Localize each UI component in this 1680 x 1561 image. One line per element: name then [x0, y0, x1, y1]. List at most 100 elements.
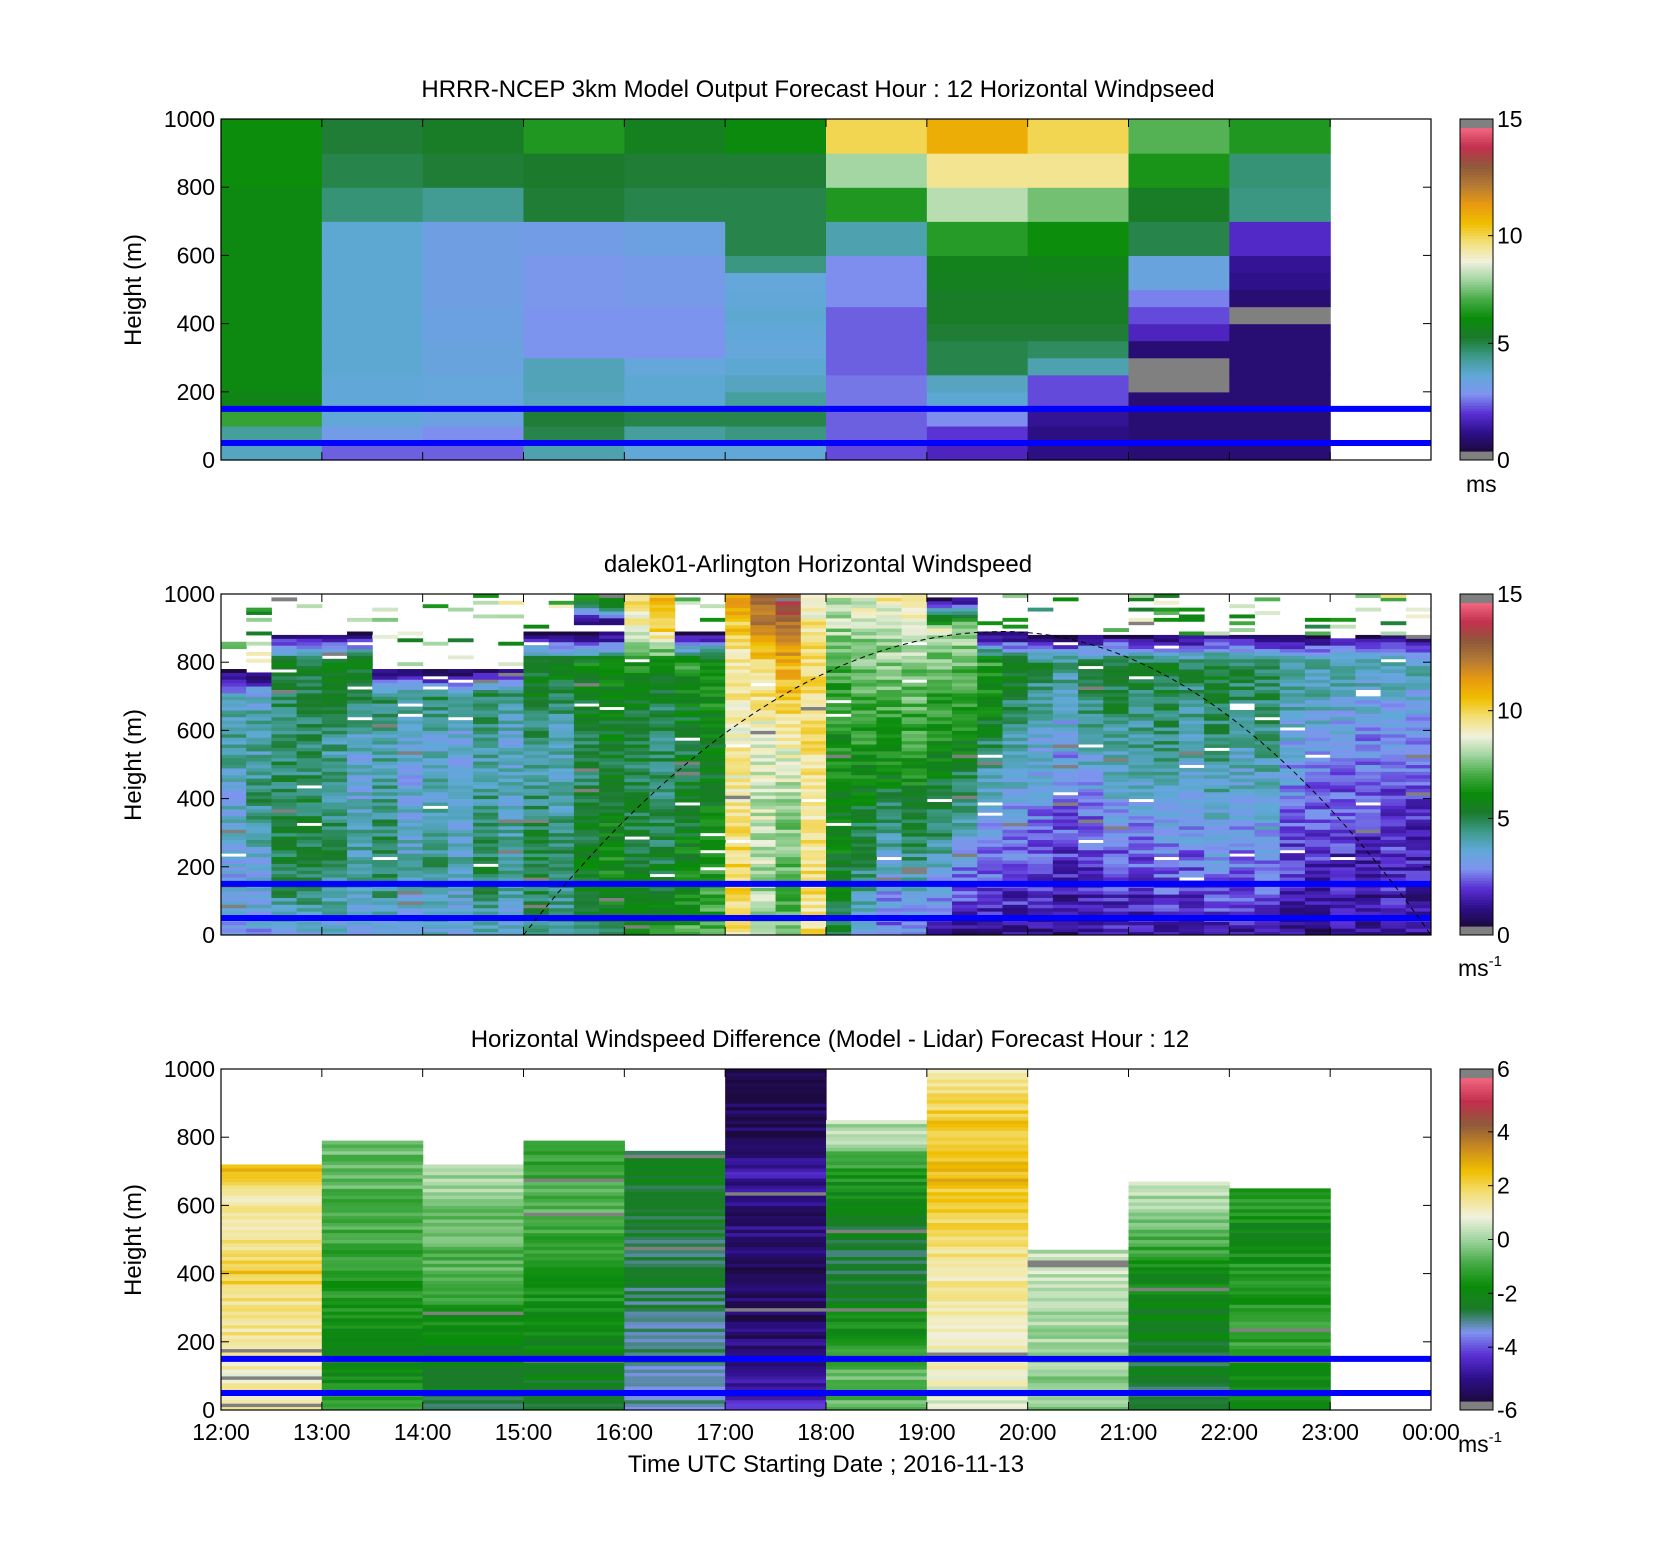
heatmap-cell — [548, 795, 575, 800]
heatmap-cell — [800, 726, 827, 731]
heatmap-cell — [221, 1215, 323, 1220]
heatmap-cell — [876, 621, 903, 626]
heatmap-cell — [1178, 887, 1205, 892]
heatmap-cell — [1229, 737, 1256, 742]
colorbar-swatch — [1460, 753, 1493, 758]
heatmap-cell — [977, 744, 1003, 748]
heatmap-cell — [674, 795, 701, 800]
heatmap-cell — [1229, 720, 1256, 725]
heatmap-cell — [952, 856, 978, 861]
heatmap-cell — [1304, 791, 1331, 796]
heatmap-cell — [473, 679, 499, 684]
heatmap-cell — [624, 306, 726, 325]
heatmap-cell — [1027, 720, 1054, 725]
heatmap-cell — [725, 221, 827, 256]
heatmap-cell — [221, 716, 247, 721]
heatmap-cell — [649, 778, 676, 783]
heatmap-cell — [1380, 836, 1407, 841]
heatmap-cell — [221, 374, 323, 393]
colorbar-swatch — [1460, 807, 1493, 811]
heatmap-cell — [221, 819, 247, 823]
heatmap-cell — [800, 607, 827, 612]
heatmap-cell — [271, 928, 298, 933]
heatmap-cell — [599, 839, 625, 844]
heatmap-cell — [952, 887, 978, 892]
heatmap-cell — [1153, 863, 1180, 868]
heatmap-cell — [1178, 692, 1205, 697]
heatmap-cell — [725, 808, 751, 813]
heatmap-cell — [548, 747, 575, 752]
heatmap-cell — [977, 924, 1003, 929]
heatmap-cell — [221, 340, 323, 359]
colorbar-swatch — [1460, 375, 1493, 379]
colorbar-swatch — [1460, 726, 1493, 731]
heatmap-cell — [775, 638, 802, 643]
heatmap-cell — [573, 645, 600, 650]
heatmap-cell — [422, 870, 449, 875]
heatmap-cell — [221, 1365, 323, 1370]
heatmap-cell — [750, 829, 777, 834]
heatmap-cell — [826, 812, 852, 817]
heatmap-cell — [649, 726, 676, 731]
heatmap-cell — [851, 754, 877, 759]
heatmap-cell — [750, 607, 777, 612]
heatmap-cell — [725, 866, 751, 871]
heatmap-cell — [1002, 726, 1029, 731]
heatmap-cell — [321, 1294, 424, 1298]
heatmap-cell — [1355, 651, 1382, 656]
heatmap-cell — [1178, 815, 1205, 820]
heatmap-cell — [699, 631, 726, 636]
heatmap-cell — [800, 836, 827, 841]
heatmap-cell — [876, 846, 903, 851]
heatmap-cell — [271, 703, 298, 708]
heatmap-cell — [851, 692, 877, 697]
heatmap-cell — [422, 795, 449, 800]
heatmap-cell — [851, 911, 877, 916]
y-tick-label: 800 — [177, 649, 215, 675]
heatmap-cell — [573, 658, 600, 663]
heatmap-cell — [1405, 723, 1432, 728]
heatmap-cell — [750, 788, 777, 793]
heatmap-cell — [1355, 907, 1382, 912]
heatmap-cell — [1128, 781, 1155, 786]
heatmap-cell — [1304, 669, 1331, 673]
heatmap-cell — [1153, 689, 1180, 694]
heatmap-cell — [649, 604, 676, 609]
heatmap-cell — [952, 597, 978, 602]
heatmap-cell — [271, 866, 298, 871]
heatmap-cell — [1027, 931, 1054, 936]
heatmap-cell — [1254, 662, 1281, 667]
heatmap-cell — [901, 655, 928, 660]
heatmap-cell — [422, 744, 449, 748]
heatmap-cell — [624, 720, 651, 725]
heatmap-cell — [372, 672, 398, 677]
heatmap-cell — [1128, 825, 1155, 830]
heatmap-cell — [1279, 675, 1306, 680]
heatmap-cell — [447, 737, 474, 742]
heatmap-cell — [573, 863, 600, 868]
heatmap-cell — [674, 709, 701, 714]
heatmap-cell — [926, 764, 953, 769]
heatmap-cell — [573, 716, 600, 721]
heatmap-cell — [1103, 819, 1129, 823]
heatmap-cell — [876, 614, 903, 619]
heatmap-cell — [447, 863, 474, 868]
heatmap-cell — [876, 604, 903, 609]
heatmap-cell — [901, 733, 928, 738]
heatmap-cell — [876, 740, 903, 745]
heatmap-cell — [624, 357, 726, 376]
heatmap-cell — [1128, 730, 1155, 735]
heatmap-cell — [901, 682, 928, 687]
heatmap-cell — [422, 839, 449, 844]
heatmap-cell — [1405, 778, 1432, 783]
heatmap-cell — [1380, 849, 1407, 854]
heatmap-cell — [725, 699, 751, 704]
heatmap-cell — [674, 877, 701, 881]
heatmap-cell — [498, 726, 524, 731]
heatmap-cell — [1355, 744, 1382, 748]
heatmap-cell — [347, 887, 373, 892]
heatmap-cell — [1128, 774, 1155, 779]
heatmap-cell — [1330, 778, 1356, 783]
heatmap-cell — [347, 682, 373, 687]
heatmap-cell — [397, 859, 424, 864]
